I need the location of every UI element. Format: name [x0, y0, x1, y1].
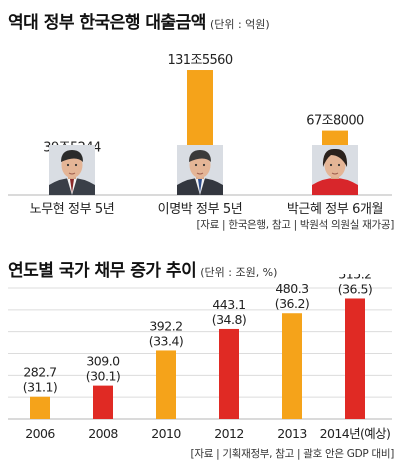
value-label-1: 131조5560 [167, 53, 232, 68]
bok-loans-source: [자료 | 한국은행, 참고 | 박원석 의원실 재가공] [196, 219, 395, 231]
gdp-ratio-label-3: (34.8) [212, 312, 247, 327]
portrait-tie [198, 179, 202, 193]
national-debt-unit: (단위 : 조원, %) [200, 266, 278, 279]
national-debt-title: 연도별 국가 채무 증가 추이 [8, 261, 197, 281]
portrait-hair [61, 150, 83, 162]
portrait-eye [74, 163, 78, 167]
portrait-tie [70, 179, 74, 193]
bar-5 [345, 298, 365, 419]
bok-loans-panel: 역대 정부 한국은행 대출금액(단위 : 억원) 39조5244노무현 정부 5… [8, 8, 395, 231]
portrait-shoulders [312, 178, 358, 195]
category-label-1: 이명박 정부 5년 [158, 202, 243, 217]
gdp-ratio-label-2: (33.4) [149, 333, 184, 348]
portrait-eye [202, 163, 206, 167]
year-label-1: 2008 [88, 426, 118, 441]
value-label-0: 282.7 [23, 365, 56, 380]
bok-loans-unit: (단위 : 억원) [209, 18, 270, 31]
value-label-2: 67조8000 [306, 114, 364, 129]
gdp-ratio-label-1: (30.1) [86, 369, 121, 384]
year-label-2: 2010 [151, 426, 181, 441]
portrait-mouth [196, 172, 204, 175]
bar-3 [219, 328, 239, 419]
portrait-roh [49, 145, 95, 195]
bok-loans-title-row: 역대 정부 한국은행 대출금액 (단위 : 억원) [8, 8, 270, 33]
year-label-5: 2014년(예상) [320, 426, 391, 441]
portrait-hair [322, 148, 348, 167]
year-label-3: 2012 [214, 426, 243, 441]
bar-0 [30, 396, 50, 419]
portrait-park [312, 145, 358, 195]
portrait-eye [329, 163, 333, 167]
gdp-ratio-label-5: (36.5) [338, 281, 373, 296]
value-label-4: 480.3 [275, 281, 308, 296]
portrait-lee [177, 145, 223, 195]
national-debt-title-row: 연도별 국가 채무 증가 추이 (단위 : 조원, %) [8, 256, 277, 281]
category-label-0: 노무현 정부 5년 [30, 202, 115, 217]
national-debt-chart: 282.7(31.1) 2006 309.0(30.1) 2008 392.2(33.4… [8, 274, 392, 441]
value-label-2: 392.2 [149, 318, 182, 333]
national-debt-panel: 연도별 국가 채무 증가 추이 (단위 : 조원, %) 282.7 (31.1) 2… [0, 248, 400, 468]
category-label-2: 박근혜 정부 6개월 [287, 202, 383, 217]
portrait-eye [194, 163, 198, 167]
year-label-4: 2013 [277, 426, 306, 441]
bar-1 [93, 385, 113, 419]
bar-2 [156, 350, 176, 419]
value-label-3: 443.1 [212, 297, 245, 312]
bok-loans-title: 역대 정부 한국은행 대출금액 [8, 13, 206, 33]
portrait-eye [66, 163, 70, 167]
value-label-1: 309.0 [86, 354, 120, 369]
gdp-ratio-label-0: (31.1) [23, 380, 58, 395]
portrait-mouth [331, 172, 339, 175]
portrait-eye [337, 163, 341, 167]
gdp-ratio-label-4: (36.2) [275, 296, 310, 311]
portrait-mouth [68, 172, 76, 175]
portrait-face [324, 152, 346, 178]
national-debt-source: [자료 | 기획재정부, 참고 | 괄호 안은 GDP 대비] [190, 448, 395, 460]
bar-4 [282, 313, 302, 419]
year-label-0: 2006 [25, 426, 55, 441]
portrait-hair [189, 150, 211, 162]
value-label-5: 515.2 [338, 274, 371, 281]
